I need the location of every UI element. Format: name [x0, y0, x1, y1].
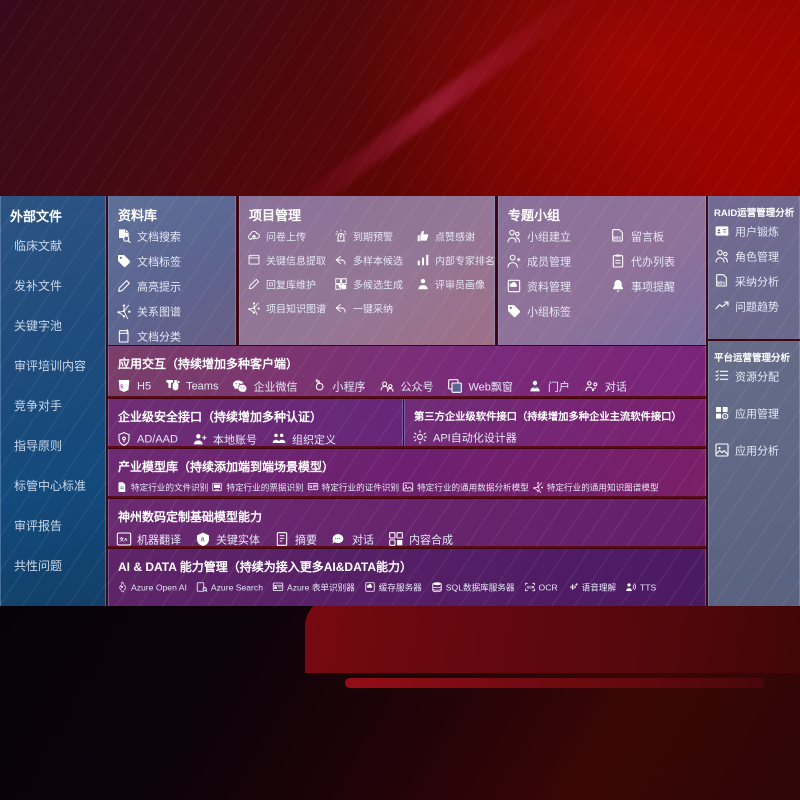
svg-text:文A: 文A [119, 536, 128, 543]
svg-text:A: A [201, 538, 206, 544]
svg-text:BBS: BBS [612, 236, 621, 241]
svg-text:OCR: OCR [526, 586, 534, 590]
svg-text:5: 5 [120, 384, 123, 390]
svg-text:BBS: BBS [716, 281, 725, 286]
